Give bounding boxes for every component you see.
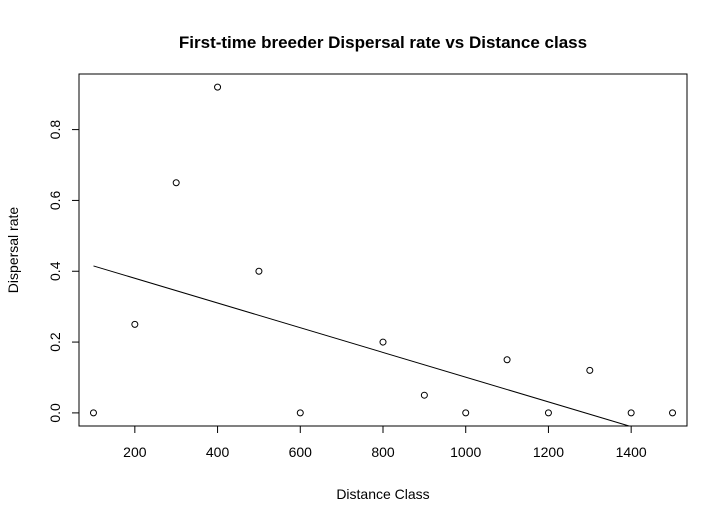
plot-frame [78,73,688,427]
data-point [669,409,677,417]
data-point [379,338,387,346]
data-point [255,267,263,275]
data-point [462,409,470,417]
data-point [586,366,594,374]
x-tick-label: 200 [123,444,147,460]
y-axis-label: Dispersal rate [5,207,21,294]
regression-line [93,265,630,427]
data-point [296,409,304,417]
y-tick-label: 0.0 [47,403,63,423]
y-tick-label: 0.2 [47,332,63,352]
x-tick-label: 600 [289,444,313,460]
y-tick-label: 0.6 [47,190,63,210]
data-point [172,179,180,187]
x-tick-label: 800 [371,444,395,460]
data-point [214,83,222,91]
x-tick-label: 1000 [450,444,481,460]
data-point [89,409,97,417]
x-tick-label: 400 [206,444,230,460]
data-point [503,356,511,364]
y-tick-label: 0.8 [47,120,63,140]
x-tick-label: 1400 [616,444,647,460]
y-axis: 0.0 0.2 0.4 0.6 0.8 [47,120,80,423]
x-axis-label: Distance Class [336,486,429,502]
data-point [544,409,552,417]
x-tick-label: 1200 [533,444,564,460]
chart-title: First-time breeder Dispersal rate vs Dis… [179,33,587,52]
x-axis: 200 400 600 800 1000 1200 1400 [123,425,647,460]
data-point [627,409,635,417]
data-point [420,391,428,399]
y-tick-label: 0.4 [47,261,63,281]
data-point [131,320,139,328]
data-points [89,83,677,417]
